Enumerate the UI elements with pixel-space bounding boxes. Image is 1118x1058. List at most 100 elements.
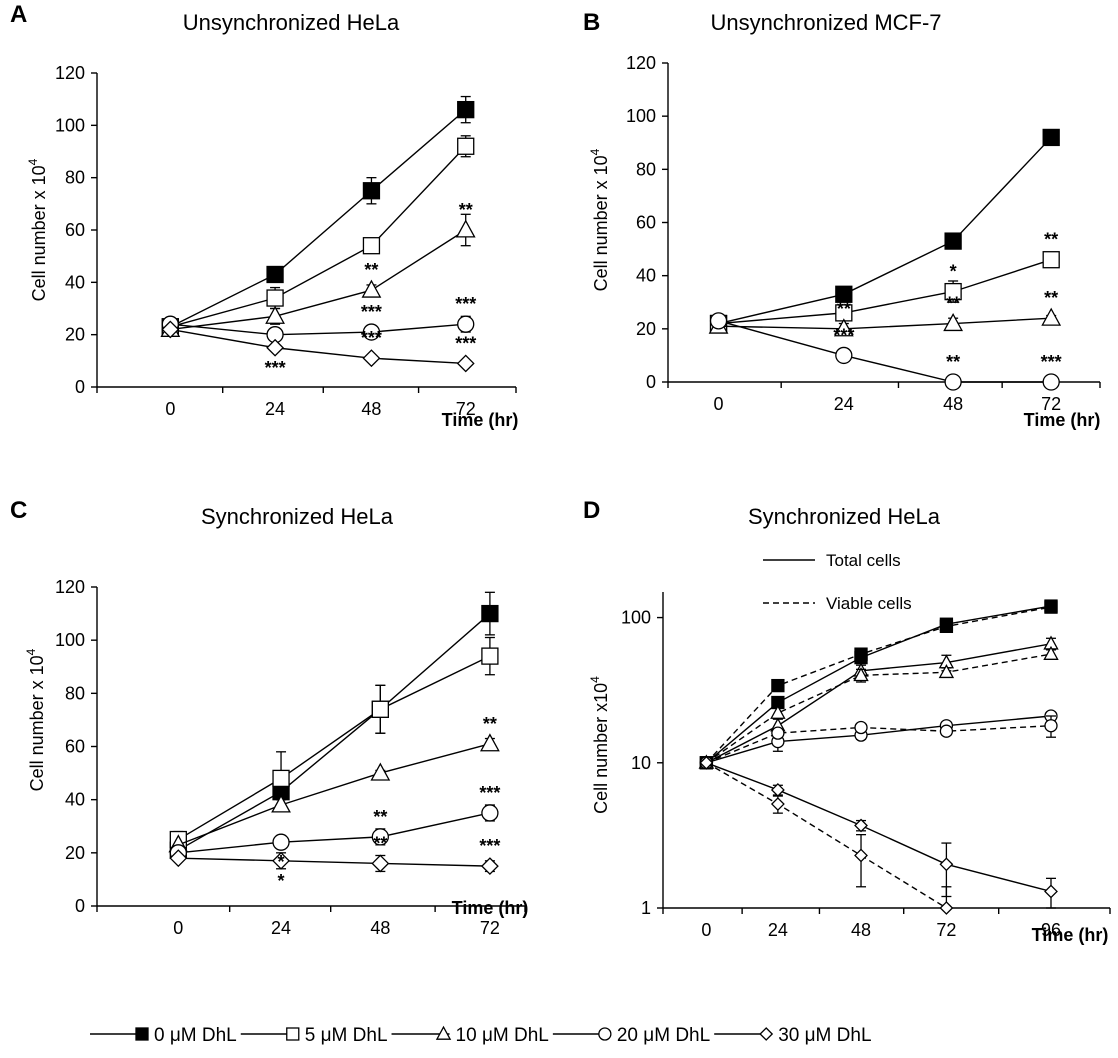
- x-tick-label: 96: [1041, 920, 1061, 940]
- data-point: [699, 755, 714, 770]
- series-line: [705, 605, 1052, 764]
- series-s30-solid: [699, 755, 1058, 909]
- data-point: [455, 219, 476, 238]
- series-line: [718, 320, 1052, 383]
- data-point: [481, 804, 499, 822]
- y-tick-label: 40: [65, 790, 85, 810]
- significance-mark: ***: [479, 836, 500, 856]
- y-tick-label: 20: [65, 843, 85, 863]
- panel-letter: A: [10, 1, 27, 28]
- series-line: [705, 606, 1052, 764]
- series-s20: [169, 804, 499, 862]
- legend-item-s5: 5 μM DhL: [240, 1025, 388, 1046]
- legend-item-s0: 0 μM DhL: [90, 1025, 237, 1046]
- significance-mark: **: [1044, 288, 1058, 308]
- data-point: [361, 279, 382, 298]
- y-tick-label: 40: [65, 272, 85, 292]
- inset-legend-label: Viable cells: [826, 594, 912, 613]
- data-point: [1043, 645, 1059, 660]
- y-tick-label: 0: [75, 896, 85, 916]
- legend-item-s20: 20 μM DhL: [552, 1025, 710, 1046]
- y-tick-label: 60: [65, 737, 85, 757]
- significance-mark: *: [278, 871, 285, 891]
- x-tick-label: 72: [936, 920, 956, 940]
- legend-label: 0 μM DhL: [154, 1025, 237, 1046]
- legend-label: 20 μM DhL: [617, 1025, 710, 1046]
- x-tick-label: 24: [834, 394, 854, 414]
- x-axis-label: Time (hr): [1032, 925, 1109, 945]
- series-s20: [161, 315, 475, 344]
- data-point: [771, 726, 785, 740]
- data-point: [370, 762, 391, 781]
- legend-marker: [759, 1027, 774, 1041]
- series-s0: [161, 95, 475, 336]
- panel-a: A Unsynchronized HeLa 0 20 40 60 80 100 120 0 24 48…: [10, 1, 518, 430]
- series-line: [177, 655, 491, 841]
- y-tick-label: 100: [626, 106, 656, 126]
- data-point: [272, 833, 290, 851]
- panel-letter: B: [583, 9, 600, 36]
- data-point: [944, 232, 962, 250]
- significance-mark: **: [373, 807, 387, 827]
- y-tick-label: 80: [636, 159, 656, 179]
- y-tick-label: 120: [55, 577, 85, 597]
- legend-label: 30 μM DhL: [778, 1025, 871, 1046]
- legend-item-s10: 10 μM DhL: [391, 1025, 549, 1046]
- significance-mark: **: [483, 714, 497, 734]
- data-point: [1042, 373, 1060, 391]
- data-point: [272, 851, 290, 870]
- data-point: [266, 338, 284, 357]
- data-point: [362, 182, 381, 200]
- data-point: [943, 312, 964, 332]
- data-point: [1042, 128, 1060, 147]
- significance-mark: ***: [361, 328, 382, 348]
- y-tick-label: 60: [65, 220, 85, 240]
- panel-d: D Synchronized HeLa 1 10 100 0 24 48 72 96 Cell nu…: [583, 497, 1111, 945]
- significance-mark: ***: [265, 358, 286, 378]
- y-tick-label: 100: [621, 608, 651, 628]
- panel-letter: C: [10, 497, 27, 524]
- chart-title: Synchronized HeLa: [201, 504, 394, 529]
- x-tick-label: 72: [480, 918, 500, 938]
- data-point: [939, 857, 954, 872]
- data-point: [362, 237, 381, 255]
- data-point: [1044, 600, 1058, 614]
- data-point: [272, 769, 290, 788]
- significance-mark: **: [373, 833, 387, 853]
- chart-title: Unsynchronized HeLa: [183, 10, 400, 35]
- y-tick-label: 0: [646, 372, 656, 392]
- y-tick-label: 80: [65, 683, 85, 703]
- data-point: [457, 100, 475, 119]
- x-axis-label: Time (hr): [442, 410, 519, 430]
- series-s20: [709, 312, 1060, 391]
- significance-mark: **: [946, 294, 960, 314]
- legend-marker: [135, 1027, 149, 1041]
- y-tick-label: 1: [641, 898, 651, 918]
- series-line: [178, 743, 491, 846]
- x-tick-label: 24: [768, 920, 788, 940]
- y-tick-label: 120: [55, 63, 85, 83]
- data-point: [835, 285, 853, 303]
- x-tick-label: 48: [943, 394, 963, 414]
- legend-marker: [286, 1027, 300, 1041]
- y-tick-label: 100: [55, 630, 85, 650]
- data-point: [265, 305, 285, 324]
- legend-marker: [598, 1027, 612, 1041]
- panel-c: C Synchronized HeLa 0 20 40 60 80 100 120 0 24 48 72…: [10, 497, 528, 938]
- data-point: [939, 619, 954, 634]
- y-tick-label: 0: [75, 377, 85, 397]
- y-tick-label: 20: [636, 319, 656, 339]
- data-point: [266, 265, 284, 284]
- data-point: [481, 604, 499, 623]
- y-tick-label: 120: [626, 53, 656, 73]
- series-line: [718, 136, 1052, 325]
- inset-legend-label: Total cells: [826, 551, 901, 570]
- series-s30-dashed: [699, 755, 954, 915]
- data-point: [480, 733, 500, 752]
- x-tick-label: 72: [456, 399, 476, 419]
- significance-mark: ***: [479, 783, 500, 803]
- legend: 0 μM DhL 5 μM DhL 10 μM DhL 20 μM DhL 30 μM …: [90, 1025, 872, 1046]
- data-point: [457, 137, 475, 155]
- data-point: [854, 818, 868, 833]
